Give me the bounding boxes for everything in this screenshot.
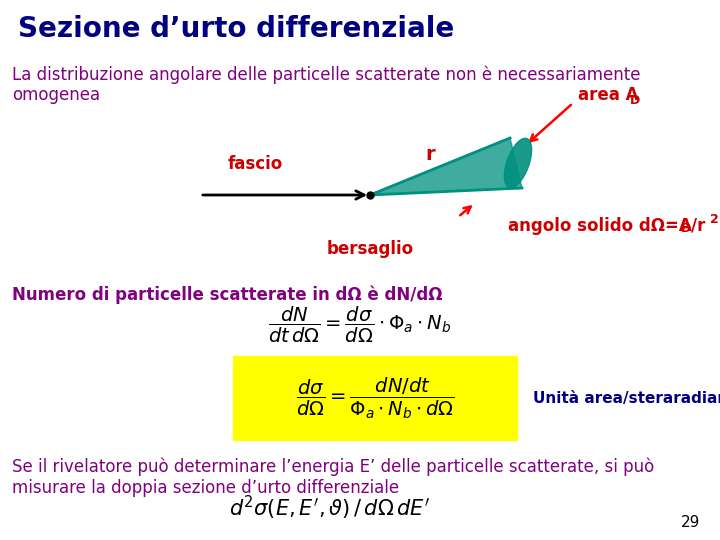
Text: angolo solido dΩ=A: angolo solido dΩ=A <box>508 217 692 235</box>
Text: 2: 2 <box>710 213 719 226</box>
Ellipse shape <box>505 138 531 188</box>
Text: Sezione d’urto differenziale: Sezione d’urto differenziale <box>18 15 454 43</box>
Text: Se il rivelatore può determinare l’energia E’ delle particelle scatterate, si pu: Se il rivelatore può determinare l’energ… <box>12 458 654 497</box>
FancyBboxPatch shape <box>233 356 517 440</box>
Text: D: D <box>630 93 640 106</box>
Text: Numero di particelle scatterate in dΩ è dN/dΩ: Numero di particelle scatterate in dΩ è … <box>12 285 443 303</box>
Text: 29: 29 <box>680 515 700 530</box>
Text: fascio: fascio <box>228 155 283 173</box>
Text: $d^2\sigma(E, E', \vartheta)\, /\, d\Omega\, dE'$: $d^2\sigma(E, E', \vartheta)\, /\, d\Ome… <box>230 494 431 522</box>
Text: $\dfrac{d\sigma}{d\Omega} = \dfrac{dN / dt}{\Phi_a \cdot N_b \cdot d\Omega}$: $\dfrac{d\sigma}{d\Omega} = \dfrac{dN / … <box>296 375 454 421</box>
Polygon shape <box>370 138 522 195</box>
Text: Unità area/steraradiante: Unità area/steraradiante <box>533 390 720 406</box>
Text: area A: area A <box>578 86 639 104</box>
Text: r: r <box>426 145 435 165</box>
Text: /r: /r <box>691 217 706 235</box>
Text: La distribuzione angolare delle particelle scatterate non è necessariamente
omog: La distribuzione angolare delle particel… <box>12 65 641 104</box>
Text: $\dfrac{dN}{dt\, d\Omega} = \dfrac{d\sigma}{d\Omega} \cdot \Phi_a \cdot N_b$: $\dfrac{dN}{dt\, d\Omega} = \dfrac{d\sig… <box>269 305 451 345</box>
Text: bersaglio: bersaglio <box>326 240 413 258</box>
Text: D: D <box>681 222 691 235</box>
